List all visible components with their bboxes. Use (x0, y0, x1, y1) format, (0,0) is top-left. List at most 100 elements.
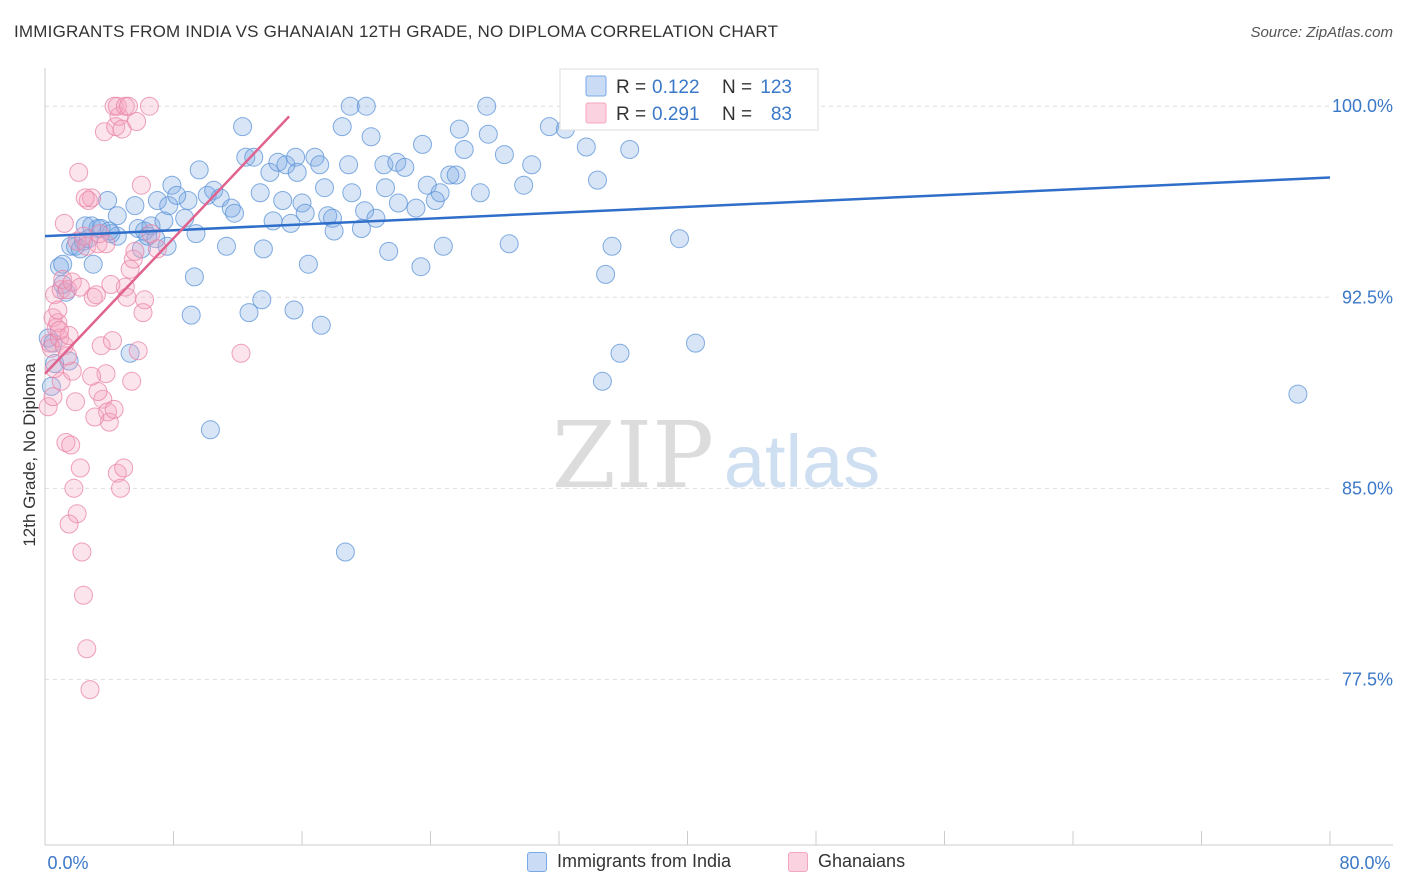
india-point (514, 175, 534, 195)
india-point (268, 152, 288, 172)
ghanaian-point (101, 275, 121, 294)
ghanaian-point (74, 585, 93, 605)
ghanaian-point (43, 387, 63, 407)
bottom-legend: Immigrants from India Ghanaians (0, 851, 1406, 877)
india-point (204, 180, 224, 200)
india-point (125, 196, 145, 216)
india-point (430, 183, 450, 203)
ghanaian-point (125, 241, 145, 261)
ghanaian-point (56, 433, 76, 452)
india-point (620, 140, 640, 159)
india-point (446, 165, 466, 185)
india-point (184, 267, 204, 287)
gridlines (45, 105, 1330, 680)
ghanaian-point (131, 175, 151, 195)
y-tick-label: 85.0% (1342, 478, 1393, 498)
ghanaian-point (45, 285, 65, 305)
india-point (98, 191, 118, 210)
india-point (292, 193, 312, 213)
india-point (225, 203, 244, 223)
ghanaian-point (91, 336, 111, 356)
india-point (120, 343, 140, 363)
ghanaian-point (127, 112, 147, 131)
ghanaian-point (231, 343, 251, 363)
ghanaian-point (69, 162, 89, 182)
y-tick-label: 92.5% (1342, 287, 1393, 307)
ghanaian-point (59, 514, 79, 534)
india-point (200, 420, 220, 440)
legend-item-ghanaians[interactable]: Ghanaians (788, 851, 905, 872)
ghanaian-point (86, 285, 106, 305)
india-point (162, 175, 182, 195)
ghanaian-point (48, 300, 68, 320)
india-point (233, 117, 253, 137)
series-india-points (38, 96, 1308, 562)
ghanaian-point (133, 303, 153, 323)
ghanaian-point (120, 259, 140, 279)
india-point (449, 119, 469, 139)
ghanaian-point (78, 191, 98, 210)
india-point (253, 239, 273, 259)
ghanaian-point (51, 280, 71, 300)
india-point (239, 303, 259, 323)
india-point (287, 162, 307, 182)
trend-lines (44, 115, 1331, 375)
stats-n-label: N = (722, 77, 752, 98)
india-point (478, 124, 498, 144)
india-point (107, 206, 127, 226)
ghanaian-point (111, 478, 130, 498)
india-point (332, 117, 352, 137)
india-point (596, 264, 616, 284)
india-point (366, 208, 386, 228)
india-point (147, 191, 167, 210)
india-point (178, 191, 198, 210)
india-point (610, 343, 630, 363)
ghanaian-point (139, 96, 159, 116)
ghanaian-point (88, 382, 108, 401)
india-point (221, 198, 241, 218)
india-point (273, 191, 293, 210)
ghanaian-point (80, 680, 100, 700)
india-point (499, 234, 519, 254)
india-point (335, 542, 355, 562)
ghanaian-point (104, 399, 124, 419)
india-point (379, 241, 399, 261)
india-point (670, 229, 689, 249)
india-point (356, 96, 376, 116)
ghanaian-point (103, 331, 122, 351)
ghanaian-point (107, 463, 127, 483)
tick-labels: 77.5% 85.0% 92.5% 100.0% 0.0% 80.0% (47, 96, 1393, 873)
ghanaian-point (77, 236, 97, 256)
legend-item-india[interactable]: Immigrants from India (527, 851, 731, 872)
india-point (395, 157, 415, 177)
india-point (186, 224, 206, 244)
india-point (522, 155, 542, 175)
india-point (252, 290, 272, 310)
ghanaian-point (123, 249, 143, 269)
ghanaian-point (99, 412, 119, 432)
ghanaian-point (109, 106, 129, 126)
india-point (588, 170, 607, 190)
ghanaian-point (147, 239, 167, 259)
india-point (355, 201, 375, 221)
axes (44, 68, 1393, 846)
india-point (470, 183, 490, 203)
ghanaian-point (83, 287, 103, 307)
india-point (388, 193, 408, 213)
stats-r-label: R = (616, 77, 646, 98)
y-tick-label: 77.5% (1342, 669, 1393, 689)
series-ghanaians-points (38, 96, 251, 700)
india-point (284, 300, 304, 320)
india-point (181, 305, 201, 325)
india-point (494, 145, 514, 165)
ghanaian-point (77, 639, 97, 659)
stats-r-value: 0.122 (652, 77, 700, 98)
ghanaian-point (64, 478, 84, 498)
india-point (686, 333, 705, 353)
india-point (324, 221, 344, 241)
x-tick-label: 80.0% (1339, 853, 1390, 873)
ghanaian-point (114, 458, 134, 478)
ghanaian-point (96, 234, 116, 254)
stats-swatch (585, 102, 607, 124)
stats-n-label: N = (722, 104, 752, 125)
